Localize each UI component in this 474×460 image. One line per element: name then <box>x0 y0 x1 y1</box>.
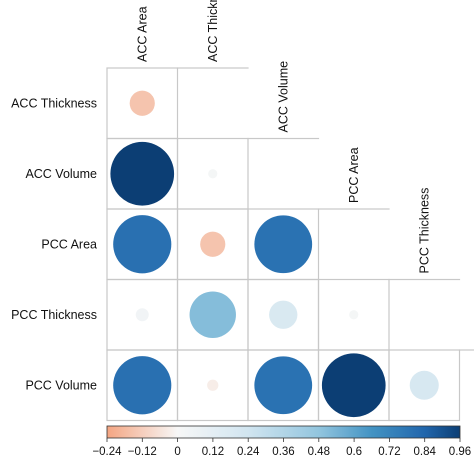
colorbar-tick-label: 0.36 <box>272 446 294 458</box>
corr-circle-acc-volume-acc-thickness <box>208 169 218 179</box>
corr-circle-pcc-thickness-acc-thickness <box>189 291 236 338</box>
corr-circle-acc-volume-acc-area <box>110 141 175 206</box>
row-label-acc-thickness: ACC Thickness <box>11 96 97 110</box>
colorbar-tick-label: 0 <box>174 446 180 458</box>
grid-cell <box>388 349 461 422</box>
col-label-pcc-area: PCC Area <box>347 147 361 203</box>
corr-circle-pcc-volume-acc-thickness <box>207 379 219 391</box>
corr-circle-pcc-thickness-acc-volume <box>269 300 298 329</box>
corr-circle-pcc-area-acc-area <box>113 215 172 274</box>
corr-circle-pcc-volume-acc-area <box>113 356 172 415</box>
colorbar-tick-label: 0.6 <box>346 446 362 458</box>
col-label-acc-thickness: ACC Thickness <box>206 0 220 62</box>
colorbar-tick-label: 0.72 <box>378 446 400 458</box>
colorbar-tick-label: 0.24 <box>237 446 260 458</box>
colorbar-tick-label: 0.84 <box>414 446 437 458</box>
colorbar-tick-label: 0.48 <box>308 446 330 458</box>
row-label-pcc-area: PCC Area <box>41 237 97 251</box>
col-label-acc-volume: ACC Volume <box>276 61 290 133</box>
col-label-acc-area: ACC Area <box>135 6 149 62</box>
colorbar-tick-label: 0.12 <box>202 446 224 458</box>
colorbar-tick-label: −0.12 <box>128 446 157 458</box>
colorbar-tick-label: 0.96 <box>449 446 471 458</box>
corr-circle-pcc-area-acc-volume <box>254 215 313 274</box>
corr-circle-pcc-area-acc-thickness <box>200 231 226 257</box>
col-label-pcc-thickness: PCC Thickness <box>417 188 431 274</box>
corr-circle-pcc-volume-pcc-thickness <box>409 370 439 400</box>
row-label-acc-volume: ACC Volume <box>25 167 97 181</box>
row-label-pcc-thickness: PCC Thickness <box>11 308 97 322</box>
colorbar <box>106 425 461 439</box>
corr-circle-pcc-thickness-acc-area <box>135 308 149 322</box>
row-label-pcc-volume: PCC Volume <box>25 378 97 392</box>
corr-circle-pcc-volume-acc-volume <box>254 356 313 415</box>
corr-circle-acc-thickness-acc-area <box>129 90 155 116</box>
colorbar-tick-label: −0.24 <box>92 446 122 458</box>
corr-circle-pcc-thickness-pcc-area <box>349 310 359 320</box>
corr-circle-pcc-volume-pcc-area <box>321 353 386 418</box>
